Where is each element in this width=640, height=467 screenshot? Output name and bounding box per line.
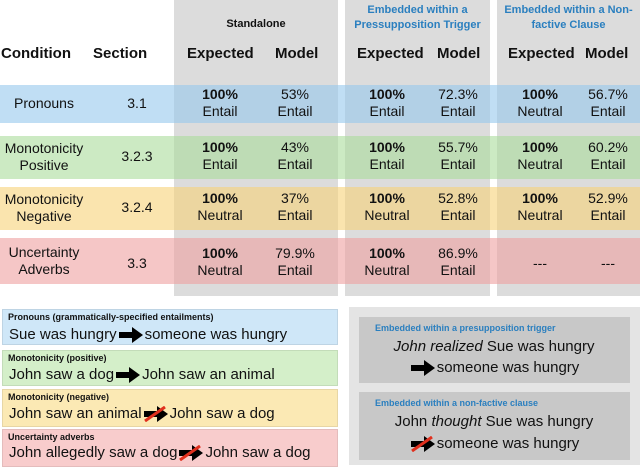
cell-presup-model: 72.3% Entail (438, 86, 478, 119)
cell-nonfactive-expected: 100% Neutral (517, 190, 563, 223)
embedded-example-title: Embedded within a non-factive clause (375, 398, 539, 408)
cell-standalone-model: 79.9% Entail (275, 245, 315, 278)
example-title: Monotonicity (positive) (8, 353, 107, 363)
entail-arrow-icon (118, 326, 143, 343)
cell-nonfactive-model: 52.9% Entail (588, 190, 628, 223)
embedded-example-premise: John thought Sue was hungry (394, 413, 594, 430)
example-mono-negative: Monotonicity (negative) John saw an anim… (2, 389, 338, 427)
example-sentence: Sue was hungry someone was hungry (9, 326, 288, 343)
standalone-header: Standalone (226, 18, 286, 30)
standalone-model-header: Model (275, 45, 319, 62)
cell-standalone-expected: 100% Entail (202, 139, 238, 172)
presup-model-header: Model (437, 45, 481, 62)
embedded-examples-panel: Embedded within a presupposition trigger… (349, 307, 640, 465)
cell-presup-model: 86.9% Entail (438, 245, 478, 278)
section-mono-positive: 3.2.3 (121, 148, 153, 164)
cell-nonfactive-model: 56.7% Entail (588, 86, 628, 119)
presup-expected-header: Expected (357, 45, 424, 62)
embedded-example-nonfactive: Embedded within a non-factive clause Joh… (359, 392, 630, 460)
embedded-example-presupposition: Embedded within a presupposition trigger… (359, 317, 630, 383)
cell-nonfactive-model: --- (601, 255, 615, 271)
non-entail-arrow-icon (410, 435, 435, 452)
cell-nonfactive-expected: 100% Neutral (517, 139, 563, 172)
cell-standalone-expected: 100% Entail (202, 86, 238, 119)
row-band-mono-negative (0, 187, 640, 230)
condition-uncertainty: Uncertainty Adverbs (8, 244, 80, 277)
example-title: Monotonicity (negative) (8, 392, 109, 402)
example-sentence: John saw an animal John saw a dog (9, 405, 275, 422)
condition-mono-negative: Monotonicity Negative (4, 191, 84, 224)
cell-nonfactive-model: 60.2% Entail (588, 139, 628, 172)
condition-mono-positive: Monotonicity Positive (4, 140, 84, 173)
cell-nonfactive-expected: 100% Neutral (517, 86, 563, 119)
nonfactive-expected-header: Expected (508, 45, 575, 62)
cell-presup-expected: 100% Neutral (364, 190, 410, 223)
example-mono-positive: Monotonicity (positive) John saw a dog J… (2, 350, 338, 386)
row-band-pronouns (0, 85, 640, 123)
standalone-expected-header: Expected (187, 45, 254, 62)
embedded-example-hypothesis: someone was hungry (359, 435, 629, 452)
example-title: Pronouns (grammatically-specified entail… (8, 312, 214, 322)
example-title: Uncertainty adverbs (8, 432, 95, 442)
section-mono-negative: 3.2.4 (121, 199, 153, 215)
embedded-example-title: Embedded within a presupposition trigger (375, 323, 556, 333)
section-uncertainty: 3.3 (127, 255, 147, 271)
non-entail-arrow-icon (179, 444, 204, 461)
embedded-example-hypothesis: someone was hungry (359, 359, 629, 376)
example-sentence: John allegedly saw a dog John saw a dog (9, 444, 311, 461)
condition-pronouns: Pronouns (14, 95, 74, 111)
cell-presup-model: 55.7% Entail (438, 139, 478, 172)
section-pronouns: 3.1 (127, 95, 147, 111)
entail-arrow-icon (116, 366, 141, 383)
cell-standalone-expected: 100% Neutral (197, 190, 243, 223)
example-pronouns: Pronouns (grammatically-specified entail… (2, 309, 338, 345)
presupposition-header: Embedded within a Pressupposition Trigge… (354, 4, 481, 31)
section-header: Section (93, 45, 148, 62)
cell-standalone-model: 53% Entail (277, 86, 313, 119)
nonfactive-header: Embedded within a Non-factive Clause (504, 4, 633, 31)
example-sentence: John saw a dog John saw an animal (9, 366, 275, 383)
non-entail-arrow-icon (143, 405, 168, 422)
nonfactive-model-header: Model (585, 45, 629, 62)
cell-presup-model: 52.8% Entail (438, 190, 478, 223)
cell-standalone-model: 37% Entail (277, 190, 313, 223)
cell-nonfactive-expected: --- (533, 255, 547, 271)
row-band-uncertainty (0, 238, 640, 284)
cell-presup-expected: 100% Entail (369, 86, 405, 119)
cell-standalone-expected: 100% Neutral (197, 245, 243, 278)
example-uncertainty: Uncertainty adverbs John allegedly saw a… (2, 429, 338, 467)
embedded-example-premise: John realized Sue was hungry (393, 338, 595, 355)
cell-presup-expected: 100% Entail (369, 139, 405, 172)
cell-presup-expected: 100% Neutral (364, 245, 410, 278)
cell-standalone-model: 43% Entail (277, 139, 313, 172)
condition-header: Condition (1, 45, 71, 62)
entail-arrow-icon (410, 359, 435, 376)
row-band-mono-positive (0, 136, 640, 179)
